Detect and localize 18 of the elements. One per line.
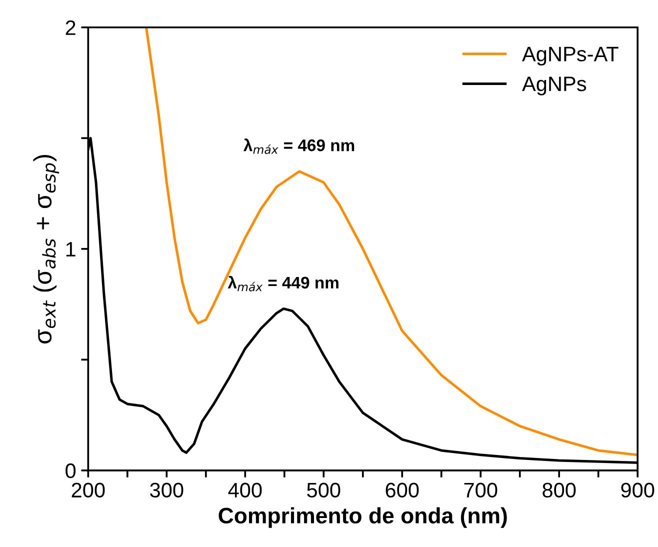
x-tick-label: 500 [307,482,340,498]
x-tick-label: 300 [150,482,184,498]
legend-label: AgNPs-AT [522,46,618,66]
y-tick-label: 1 [66,242,76,256]
x-axis-title: Comprimento de onda (nm) [218,507,507,528]
line-series [145,27,638,456]
x-tick-label: 700 [464,482,498,498]
y-axis-title: σ$_{ext}$ (σ$_{abs}$ + σ$_{esp}$) [33,154,60,344]
x-tick-label: 600 [386,482,419,498]
annotation: λ$_{máx}$ = 449 nm [228,276,338,292]
y-tick-label: 2 [66,20,76,35]
legend-label: AgNPs [522,76,586,96]
x-tick-label: 400 [228,482,262,498]
x-tick-label: 200 [72,482,105,498]
x-tick-label: 800 [542,482,576,498]
y-tick-label: 0 [66,463,76,478]
x-tick-label: 900 [621,482,654,498]
annotation: λ$_{máx}$ = 469 nm [243,138,354,154]
